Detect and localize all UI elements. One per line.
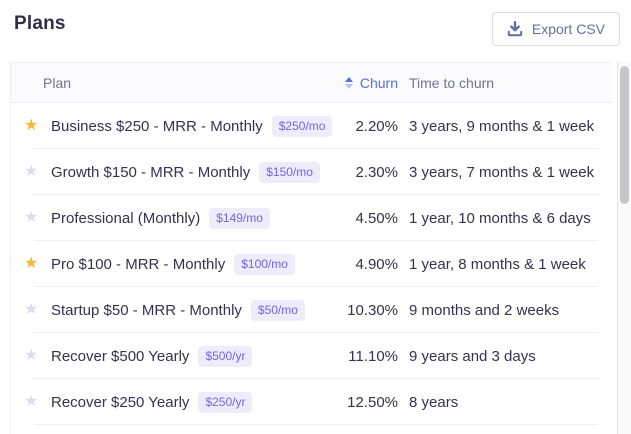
plan-price-badge: $50/mo [250, 299, 305, 321]
page-title: Plans [14, 13, 66, 34]
plan-name: Startup $50 - MRR - Monthly [51, 301, 242, 319]
time-to-churn-value: 8 years [409, 393, 459, 411]
time-to-churn-value: 9 months and 2 weeks [409, 301, 560, 319]
plan-cell: Business $250 - MRR - Monthly $250/mo [51, 115, 333, 137]
churn-value: 2.20% [355, 117, 398, 135]
star-icon[interactable]: ★ [24, 117, 39, 134]
plan-cell: Professional (Monthly) $149/mo [51, 207, 322, 229]
time-to-churn-value: 1 year, 8 months & 1 week [409, 255, 586, 273]
scrollbar-thumb[interactable] [620, 66, 629, 204]
churn-value: 4.50% [355, 209, 398, 227]
plan-cell: Startup $50 - MRR - Monthly $50/mo [51, 299, 322, 321]
star-icon[interactable]: ★ [24, 347, 39, 364]
plan-price-badge: $250/mo [271, 115, 333, 137]
table-row[interactable]: ★ Recover $250 Yearly $250/yr 12.50% 8 y… [11, 379, 612, 425]
plan-name: Pro $100 - MRR - Monthly [51, 255, 226, 273]
export-csv-button[interactable]: Export CSV [491, 12, 620, 46]
plan-price-badge: $150/mo [259, 161, 320, 183]
time-to-churn-value: 1 year, 10 months & 6 days [409, 209, 591, 227]
table-row[interactable]: ★ Professional (Monthly) $149/mo 4.50% 1… [11, 195, 612, 241]
churn-value: 2.30% [355, 163, 398, 181]
time-to-churn-value: 3 years, 9 months & 1 week [409, 117, 595, 135]
download-icon [507, 21, 523, 37]
churn-value: 11.10% [348, 347, 398, 365]
column-header-churn-label: Churn [359, 74, 398, 91]
table-row[interactable]: ★ Recover $500 Yearly $500/yr 11.10% 9 y… [11, 333, 612, 379]
table-row[interactable]: ★ Growth $150 - MRR - Monthly $150/mo 2.… [11, 149, 612, 195]
scrollbar[interactable] [617, 62, 631, 434]
churn-value: 12.50% [347, 393, 398, 411]
plan-price-badge: $100/mo [234, 253, 295, 275]
column-header-plan[interactable]: Plan [43, 74, 72, 91]
sort-ascending-icon [344, 76, 353, 89]
star-icon[interactable]: ★ [24, 301, 39, 318]
export-csv-label: Export CSV [531, 21, 605, 37]
plans-table: Plan Churn Time to churn ★ Business $250… [10, 62, 612, 434]
star-icon[interactable]: ★ [24, 255, 39, 272]
table-header-row: Plan Churn Time to churn [11, 62, 612, 103]
star-icon[interactable]: ★ [24, 163, 39, 180]
star-icon[interactable]: ★ [24, 393, 39, 410]
column-header-churn[interactable]: Churn [322, 75, 398, 91]
churn-value: 4.90% [355, 255, 398, 273]
plan-price-badge: $149/mo [209, 207, 270, 229]
plan-name: Recover $500 Yearly [51, 347, 190, 365]
table-row[interactable]: ★ Pro $100 - MRR - Monthly $100/mo 4.90%… [11, 241, 612, 287]
table-body: ★ Business $250 - MRR - Monthly $250/mo … [11, 103, 612, 425]
column-header-time-to-churn[interactable]: Time to churn [409, 74, 495, 91]
star-icon[interactable]: ★ [24, 209, 39, 226]
plan-cell: Recover $500 Yearly $500/yr [51, 345, 322, 367]
churn-value: 10.30% [347, 301, 398, 319]
table-row[interactable]: ★ Startup $50 - MRR - Monthly $50/mo 10.… [11, 287, 612, 333]
plan-price-badge: $500/yr [198, 345, 253, 367]
plan-name: Recover $250 Yearly [51, 393, 190, 411]
plan-name: Business $250 - MRR - Monthly [51, 117, 263, 135]
plan-cell: Growth $150 - MRR - Monthly $150/mo [51, 161, 322, 183]
plan-cell: Recover $250 Yearly $250/yr [51, 391, 322, 413]
time-to-churn-value: 3 years, 7 months & 1 week [409, 163, 595, 181]
top-bar: Plans Export CSV [0, 0, 631, 62]
plan-price-badge: $250/yr [198, 391, 253, 413]
plan-name: Professional (Monthly) [51, 209, 201, 227]
table-row[interactable]: ★ Business $250 - MRR - Monthly $250/mo … [11, 103, 612, 149]
plan-cell: Pro $100 - MRR - Monthly $100/mo [51, 253, 322, 275]
time-to-churn-value: 9 years and 3 days [409, 347, 536, 365]
plan-name: Growth $150 - MRR - Monthly [51, 163, 251, 181]
